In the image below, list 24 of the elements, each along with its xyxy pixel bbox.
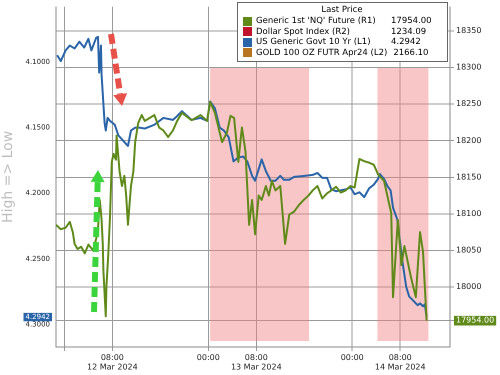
y2-tick-label: 17954.00 [456,316,494,325]
annotation: 17954.00 [391,16,433,26]
legend-label: US Generic Govt 10 Yr (L1) [256,37,372,48]
x-tick-label: 00:00 [340,352,364,362]
y2-tick-label: 18350 [456,26,482,36]
legend-title: Last Price [320,5,364,15]
x-tick-label: 08:00 14 Mar 2024 [374,352,426,372]
y2-tick-label: 18200 [456,136,482,145]
y-axis-title: High => Low [0,130,16,223]
y2-tick-label: 18000 [456,282,482,292]
y2-tick-label: 18250 [456,99,482,108]
y2-tick-label: 18050 [456,246,482,255]
legend-label: GOLD 100 OZ FUTR Apr24 (L2) [256,48,388,58]
y2-tick-label: 18300 [456,62,482,72]
annotation: 4.2942 [391,37,422,48]
annotation: 2166.10 [393,48,430,58]
x-tick-label: 00:00 [196,352,220,362]
legend-label: Generic 1st 'NQ' Future (R1) [256,16,377,26]
x-tick-label: 08:00 13 Mar 2024 [230,352,282,372]
legend-label: Dollar Spot Index (R2) [256,26,351,37]
x-tick-label: 08:00 12 Mar 2024 [87,352,138,372]
y2-tick-label: 18100 [456,208,482,218]
y2-tick-label: 18150 [456,172,482,182]
annotation: 1234.09 [391,26,428,37]
